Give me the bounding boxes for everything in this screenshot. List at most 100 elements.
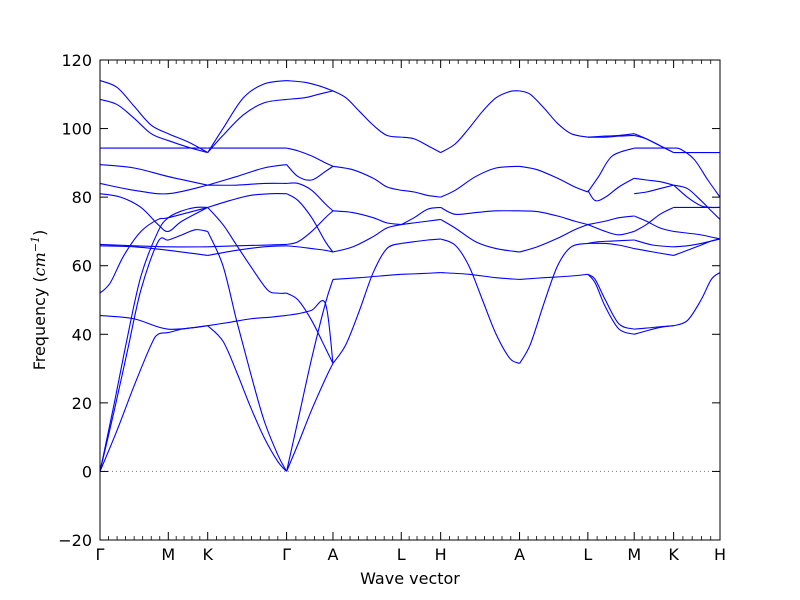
band-line: [440, 218, 520, 253]
band-line: [401, 218, 441, 226]
band-line: [587, 134, 635, 138]
band-line: [286, 210, 334, 245]
plot-area-background: [100, 60, 720, 540]
band-line: [440, 272, 520, 280]
series-layer: [100, 80, 720, 472]
y-axis-label-exponent: −1: [29, 236, 42, 252]
band-line: [673, 147, 720, 198]
band-line: [440, 90, 520, 154]
band-line: [440, 238, 520, 364]
band-line: [286, 279, 334, 472]
y-tick-label: 80: [72, 188, 92, 207]
band-line: [519, 273, 588, 280]
band-line: [587, 215, 635, 226]
band-line: [207, 314, 287, 327]
band-line: [633, 206, 674, 232]
plot-frame: [99, 59, 721, 541]
band-line: [587, 147, 635, 193]
x-tick-label: L: [397, 545, 406, 564]
band-line: [401, 136, 441, 154]
band-line: [587, 177, 635, 202]
band-line: [207, 243, 287, 248]
band-line: [286, 245, 334, 253]
band-line: [673, 230, 720, 240]
band-line: [634, 134, 674, 154]
band-line: [587, 273, 635, 330]
band-line: [634, 177, 674, 186]
band-line: [286, 299, 334, 364]
x-tick-label: Γ: [96, 545, 105, 564]
band-line: [100, 164, 208, 186]
band-line: [332, 90, 402, 138]
band-line: [634, 239, 674, 248]
band-line: [332, 242, 402, 364]
band-line: [100, 229, 208, 472]
band-line: [587, 273, 635, 335]
y-tick-label: 40: [72, 325, 92, 344]
y-axis-label-close: ): [30, 230, 49, 236]
x-tick-label: K: [202, 545, 213, 564]
band-line: [587, 224, 635, 236]
band-line: [100, 80, 208, 154]
y-axis-label-text: Frequency (: [30, 276, 49, 370]
band-line: [401, 206, 441, 226]
band-line: [100, 206, 208, 294]
band-line: [286, 292, 334, 364]
band-line: [207, 325, 288, 472]
band-line: [673, 184, 720, 220]
x-tick-label: L: [583, 545, 592, 564]
band-line: [100, 98, 208, 154]
band-line: [587, 239, 635, 244]
band-line: [332, 224, 402, 253]
band-line: [332, 273, 402, 280]
band-line: [634, 215, 674, 232]
x-tick-label: A: [327, 545, 338, 564]
x-tick-label: Γ: [282, 545, 291, 564]
x-tick-label: M: [161, 545, 175, 564]
y-axis-label: Frequency (cm−1): [29, 230, 49, 371]
band-line: [401, 238, 441, 244]
y-tick-label: −20: [58, 531, 92, 550]
band-line: [207, 182, 287, 186]
band-line: [100, 314, 208, 330]
band-line: [673, 238, 720, 248]
band-line: [207, 164, 287, 186]
band-line: [286, 147, 334, 167]
y-axis-ticks: −20 0 20 40 60 80 100 120: [58, 51, 720, 550]
band-line: [207, 193, 287, 208]
y-axis-label-unit: cm: [30, 252, 49, 276]
band-line: [207, 231, 288, 472]
band-line: [286, 193, 334, 253]
band-line: [519, 165, 589, 193]
band-line: [286, 363, 334, 472]
band-line: [100, 245, 208, 256]
y-tick-label: 120: [61, 51, 92, 70]
y-tick-label: 100: [61, 120, 92, 139]
band-line: [401, 272, 441, 275]
band-line: [207, 98, 287, 153]
band-line: [673, 184, 720, 209]
band-line: [100, 206, 208, 472]
band-line: [286, 182, 334, 212]
band-line: [207, 207, 287, 294]
band-line: [519, 224, 589, 253]
band-line: [401, 189, 441, 198]
band-line: [440, 165, 520, 198]
y-tick-label: 0: [82, 462, 92, 481]
x-axis-label: Wave vector: [360, 569, 460, 588]
band-line: [519, 210, 588, 226]
band-line: [207, 80, 287, 153]
x-tick-label: H: [714, 545, 726, 564]
band-line: [286, 80, 334, 92]
band-line: [519, 90, 588, 138]
band-line: [332, 210, 402, 226]
y-tick-label: 20: [72, 394, 92, 413]
band-line: [100, 182, 208, 195]
y-tick-label: 60: [72, 257, 92, 276]
band-line: [100, 243, 208, 248]
band-line: [286, 164, 334, 181]
band-line: [440, 206, 520, 216]
band-line: [286, 90, 334, 100]
